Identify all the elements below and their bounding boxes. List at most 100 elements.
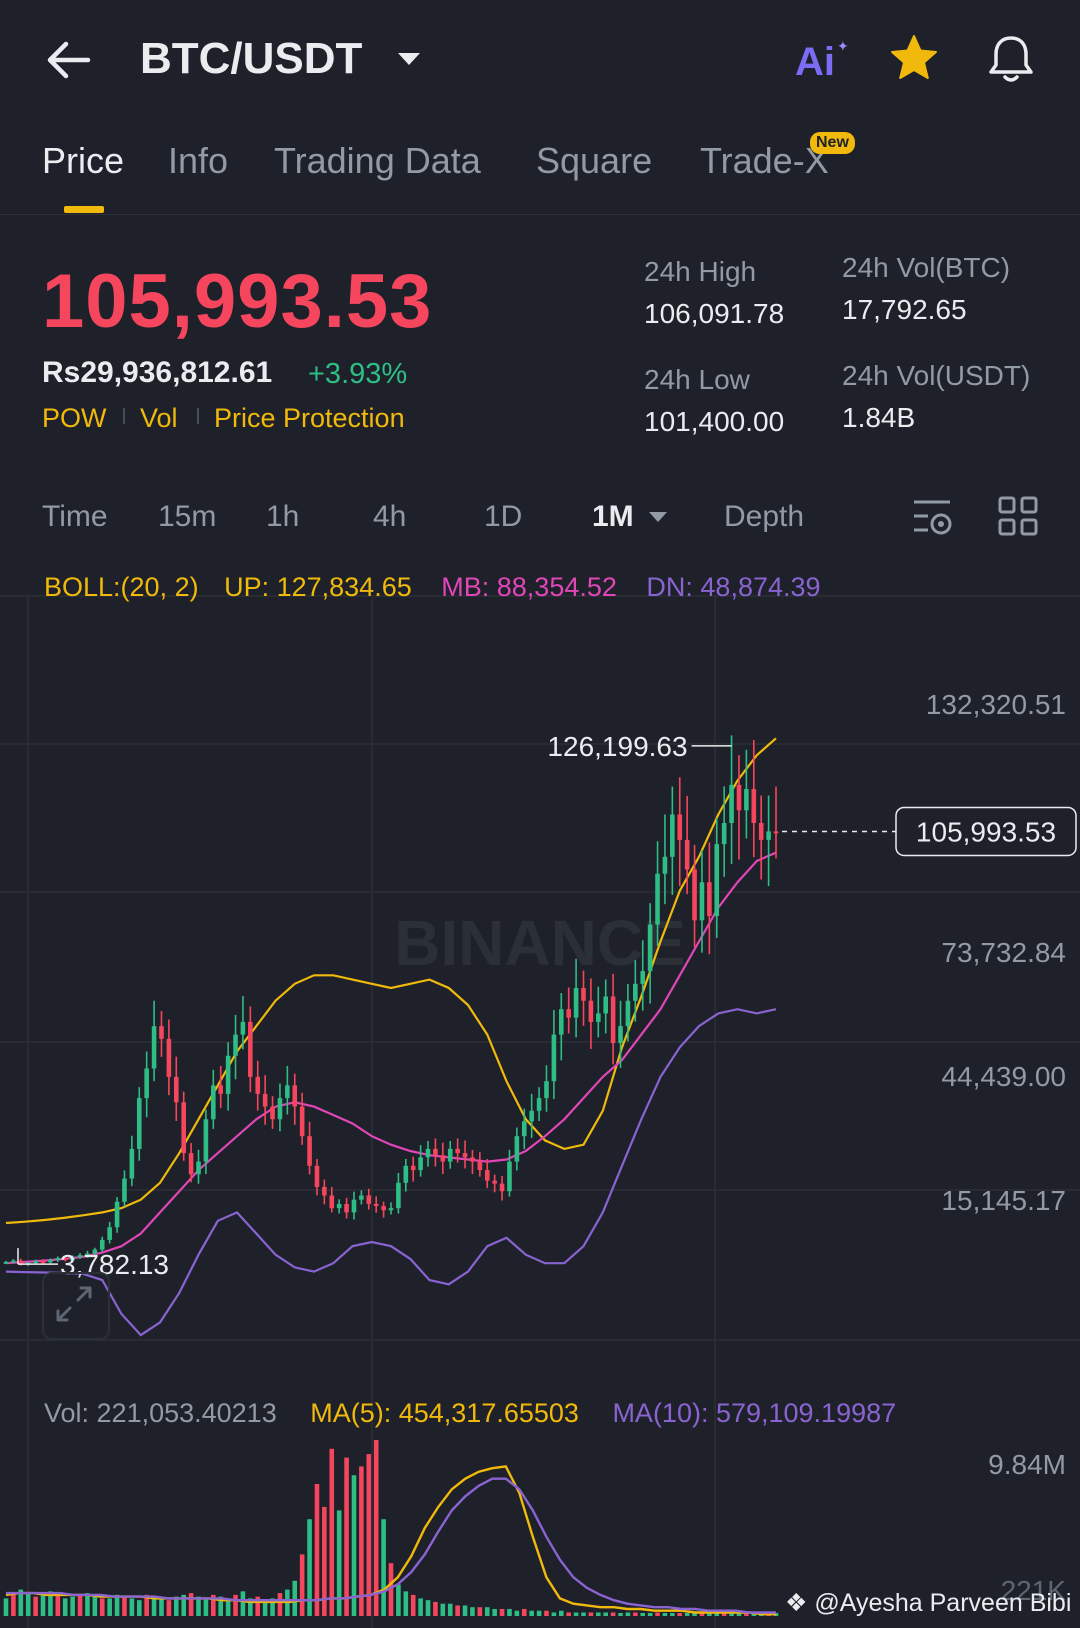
tab-info[interactable]: Info bbox=[168, 140, 229, 181]
fullscreen-button[interactable] bbox=[42, 1272, 110, 1340]
volume-bar bbox=[536, 1610, 542, 1616]
candle-body bbox=[677, 814, 683, 840]
tag-vol[interactable]: Vol bbox=[140, 403, 178, 433]
volume-bar bbox=[729, 1613, 734, 1616]
binance-logo-icon: ❖ bbox=[785, 1589, 808, 1617]
vol-tick-label: 9.84M bbox=[988, 1449, 1066, 1480]
tag-pow[interactable]: POW bbox=[42, 403, 107, 433]
candle-body bbox=[255, 1076, 261, 1094]
interval-15m[interactable]: 15m bbox=[158, 500, 217, 533]
volume-bar bbox=[447, 1603, 453, 1616]
candle-body bbox=[114, 1201, 120, 1228]
volume-bar bbox=[521, 1608, 527, 1616]
interval-4h[interactable]: 4h bbox=[373, 500, 407, 533]
candle-body bbox=[233, 1034, 238, 1056]
volume-bar bbox=[218, 1596, 224, 1616]
candle-body bbox=[766, 831, 771, 840]
price-chart[interactable]: BINANCE 126,199.63 3,782.13 105,993.53 132… bbox=[0, 560, 1080, 1628]
ai-icon[interactable]: Ai bbox=[795, 40, 835, 84]
interval-1d[interactable]: 1D bbox=[484, 500, 523, 533]
y-tick-label: 132,320.51 bbox=[926, 689, 1066, 720]
candle-body bbox=[736, 784, 742, 811]
volume-bar bbox=[107, 1598, 112, 1616]
candle-body bbox=[262, 1093, 268, 1107]
volume-bar bbox=[714, 1613, 720, 1616]
indicator-settings-icon[interactable] bbox=[912, 496, 954, 538]
volume-bar bbox=[292, 1580, 298, 1616]
chevron-down-icon[interactable] bbox=[648, 510, 668, 524]
candle-body bbox=[403, 1165, 409, 1183]
volume-bar bbox=[699, 1613, 705, 1616]
interval-1h[interactable]: 1h bbox=[266, 500, 300, 533]
interval-1m[interactable]: 1M bbox=[592, 500, 634, 533]
volume-bar bbox=[18, 1589, 24, 1616]
volume-bar bbox=[307, 1519, 312, 1616]
candle-body bbox=[529, 1110, 534, 1122]
current-price-box bbox=[895, 806, 1077, 857]
star-icon[interactable] bbox=[888, 32, 940, 84]
volume-bar bbox=[670, 1613, 675, 1616]
volume-bar bbox=[99, 1598, 105, 1616]
candle-body bbox=[647, 924, 653, 972]
divider bbox=[0, 214, 1080, 215]
tag-price-protection[interactable]: Price Protection bbox=[214, 403, 405, 433]
volume-bar bbox=[492, 1608, 497, 1616]
y-tick-label: 73,732.84 bbox=[941, 937, 1066, 968]
candle-body bbox=[270, 1106, 275, 1120]
volume-bar bbox=[114, 1594, 120, 1616]
interval-time[interactable]: Time bbox=[42, 500, 108, 533]
grid-layout-icon[interactable] bbox=[998, 496, 1038, 536]
candle-body bbox=[11, 1260, 16, 1263]
bell-icon[interactable] bbox=[984, 32, 1038, 86]
high-value: 106,091.78 bbox=[644, 298, 785, 329]
current-price-label: 105,993.53 bbox=[916, 816, 1056, 847]
pair-title[interactable]: BTC/USDT bbox=[140, 34, 363, 83]
boll-mb: MB: 88,354.52 bbox=[441, 572, 617, 602]
candle-body bbox=[699, 882, 705, 921]
volume-bar bbox=[144, 1594, 149, 1616]
candle-body bbox=[99, 1239, 105, 1250]
volume-bar bbox=[440, 1603, 446, 1616]
volume-bar bbox=[744, 1613, 749, 1616]
volume-bar bbox=[470, 1607, 475, 1616]
tab-price[interactable]: Price bbox=[42, 140, 125, 181]
candle-body bbox=[307, 1136, 312, 1166]
volume-bar bbox=[366, 1454, 372, 1616]
volume-bar bbox=[211, 1594, 216, 1616]
volume-bar bbox=[581, 1612, 586, 1616]
candle-body bbox=[62, 1258, 68, 1261]
candle-body bbox=[692, 869, 697, 921]
volume-bar bbox=[707, 1613, 712, 1616]
candle-body bbox=[418, 1157, 423, 1171]
volume-bar bbox=[196, 1596, 201, 1616]
fiat-price: Rs29,936,812.61 bbox=[42, 356, 273, 389]
back-arrow-icon[interactable] bbox=[44, 38, 94, 82]
candle-body bbox=[588, 1000, 594, 1022]
last-price: 105,993.53 bbox=[42, 259, 433, 344]
candle-body bbox=[292, 1085, 298, 1107]
candle-body bbox=[203, 1119, 209, 1162]
volume-bar bbox=[618, 1613, 623, 1616]
tab-square[interactable]: Square bbox=[536, 140, 653, 181]
candle-body bbox=[322, 1186, 327, 1196]
vol-tick-label: 221K bbox=[1001, 1575, 1067, 1606]
volume-bar bbox=[92, 1594, 98, 1616]
candles bbox=[3, 735, 779, 1266]
volume-bar bbox=[684, 1613, 690, 1616]
candle-body bbox=[573, 988, 579, 1018]
candle-body bbox=[477, 1161, 483, 1171]
candle-body bbox=[447, 1148, 453, 1162]
volume-bar bbox=[255, 1596, 261, 1616]
tab-trade-x[interactable]: Trade-X bbox=[700, 140, 829, 181]
candle-body bbox=[744, 789, 749, 811]
volume-bar bbox=[122, 1596, 127, 1616]
chevron-down-icon[interactable] bbox=[396, 50, 422, 68]
boll-dn: DN: 48,874.39 bbox=[646, 572, 821, 602]
volume-bar bbox=[455, 1605, 460, 1616]
volume-bar bbox=[3, 1598, 9, 1616]
candle-body bbox=[77, 1255, 83, 1258]
tab-trading-data[interactable]: Trading Data bbox=[274, 140, 481, 181]
tag-separator bbox=[197, 408, 199, 424]
candle-body bbox=[640, 971, 646, 984]
interval-depth[interactable]: Depth bbox=[724, 500, 805, 533]
